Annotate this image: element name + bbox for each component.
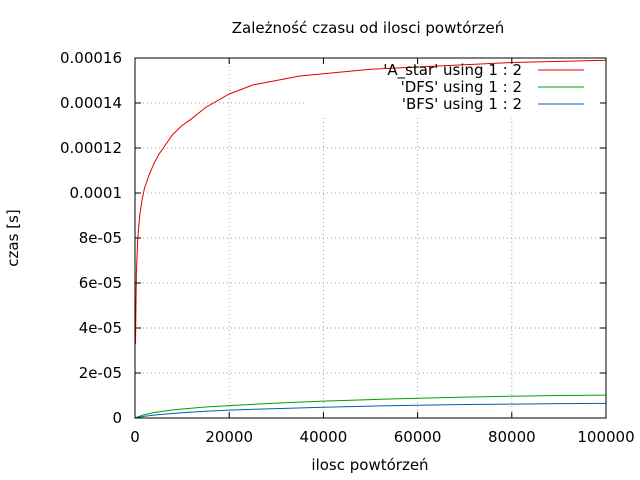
y-tick-label: 0.0001 — [70, 184, 123, 202]
x-tick-label: 80000 — [488, 428, 536, 446]
y-tick-label: 2e-05 — [79, 364, 122, 382]
x-tick-label: 40000 — [300, 428, 348, 446]
y-tick-label: 0.00014 — [60, 94, 122, 112]
x-tick-label: 100000 — [577, 428, 634, 446]
legend: 'A_star' using 1 : 2'DFS' using 1 : 2'BF… — [383, 61, 584, 113]
y-tick-label: 0.00012 — [60, 139, 122, 157]
plot-series — [135, 59, 607, 419]
legend-label: 'A_star' using 1 : 2 — [383, 61, 522, 80]
y-tick-label: 8e-05 — [79, 229, 122, 247]
legend-label: 'BFS' using 1 : 2 — [402, 95, 522, 113]
x-tick-label: 0 — [130, 428, 140, 446]
chart-title: Zależność czasu od ilosci powtórzeń — [232, 19, 504, 37]
legend-label: 'DFS' using 1 : 2 — [401, 78, 522, 96]
y-tick-label: 0 — [112, 409, 122, 427]
x-tick-label: 20000 — [205, 428, 253, 446]
y-tick-label: 4e-05 — [79, 319, 122, 337]
series-line-0 — [135, 59, 607, 344]
series-line-2 — [135, 402, 607, 419]
grid — [135, 58, 606, 418]
y-axis-label: czas [s] — [4, 209, 22, 266]
x-tick-label: 60000 — [394, 428, 442, 446]
x-axis-label: ilosc powtórzeń — [311, 456, 428, 474]
y-tick-label: 6e-05 — [79, 274, 122, 292]
series-line-1 — [135, 394, 607, 419]
y-tick-label: 0.00016 — [60, 49, 122, 67]
axis-ticks: 0 20000 40000 60000 80000 100000 0 2e-05 4e-05 6e… — [60, 49, 635, 446]
